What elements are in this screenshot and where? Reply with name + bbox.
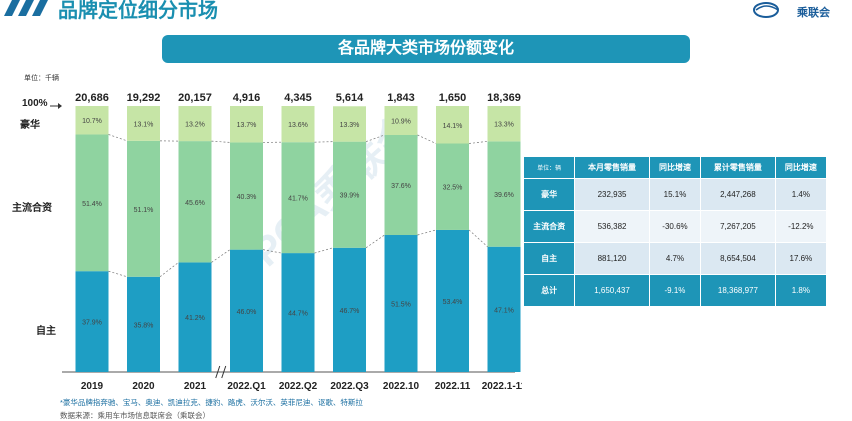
table-cell: 4.7% xyxy=(649,243,700,275)
data-label: 37.6% xyxy=(391,183,411,190)
data-label: 51.5% xyxy=(391,302,411,309)
table-row-jv: 主流合资 536,382 -30.6% 7,267,205 -12.2% xyxy=(524,211,827,243)
segment-connector xyxy=(366,135,385,142)
bar-total-label: 19,292 xyxy=(127,92,161,104)
x-tick-label: 2022.Q1 xyxy=(227,381,266,392)
footnote-source: 数据来源：乘用车市场信息联席会（乘联会） xyxy=(60,410,210,421)
table-row-name: 总计 xyxy=(524,275,575,307)
table-cell: -12.2% xyxy=(775,211,826,243)
x-tick-label: 2022.Q2 xyxy=(279,381,318,392)
table-header-cumulative: 累计零售销量 xyxy=(701,157,776,179)
segment-connector xyxy=(109,271,128,277)
data-label: 35.8% xyxy=(134,322,154,329)
table-cell: -9.1% xyxy=(649,275,700,307)
stacked-bar-chart: 37.9% 51.4% 10.7% 20,686 2019 35.8% 51.1% 13.1%… xyxy=(0,0,522,400)
table-header-unit: 单位：辆 xyxy=(524,157,575,179)
segment-connector xyxy=(315,248,334,253)
table-cell: 1.4% xyxy=(775,179,826,211)
data-label: 13.6% xyxy=(288,122,308,129)
segment-connector xyxy=(212,141,231,142)
segment-connector xyxy=(469,230,488,247)
data-label: 51.4% xyxy=(82,201,102,208)
table-row-luxury: 豪华 232,935 15.1% 2,447,268 1.4% xyxy=(524,179,827,211)
table-row-name: 豪华 xyxy=(524,179,575,211)
segment-connector xyxy=(109,134,128,140)
table-cell: -30.6% xyxy=(649,211,700,243)
x-tick-label: 2022.10 xyxy=(383,381,420,392)
segment-connector xyxy=(418,230,437,235)
table-row-name: 自主 xyxy=(524,243,575,275)
segment-connector xyxy=(212,250,231,263)
x-tick-label: 2021 xyxy=(184,381,207,392)
bar-total-label: 1,650 xyxy=(439,92,467,104)
sales-table: 单位：辆 本月零售销量 同比增速 累计零售销量 同比增速 豪华 232,935 … xyxy=(523,156,827,307)
footnote-luxury-brands: *豪华品牌指奔驰、宝马、奥迪、凯迪拉克、捷豹、路虎、沃尔沃、英菲尼迪、讴歌、特斯… xyxy=(60,397,363,408)
bar-total-label: 20,157 xyxy=(178,92,212,104)
data-label: 13.2% xyxy=(185,122,205,129)
table-header-monthly: 本月零售销量 xyxy=(575,157,650,179)
segment-connector xyxy=(160,262,179,276)
table-row-domestic: 自主 881,120 4.7% 8,654,504 17.6% xyxy=(524,243,827,275)
data-label: 53.4% xyxy=(443,299,463,306)
data-label: 10.7% xyxy=(82,118,102,125)
data-label: 46.0% xyxy=(237,309,257,316)
segment-connector xyxy=(366,235,385,248)
x-tick-label: 2022.11 xyxy=(435,381,471,392)
table-cell: 881,120 xyxy=(575,243,650,275)
table-row-total: 总计 1,650,437 -9.1% 18,368,977 1.8% xyxy=(524,275,827,307)
table-cell: 232,935 xyxy=(575,179,650,211)
table-header-row: 单位：辆 本月零售销量 同比增速 累计零售销量 同比增速 xyxy=(524,157,827,179)
data-label: 47.1% xyxy=(494,307,514,314)
x-tick-label: 2022.Q3 xyxy=(330,381,369,392)
data-label: 40.3% xyxy=(237,194,257,201)
data-label: 13.3% xyxy=(340,122,360,129)
table-header-monthly-yoy: 同比增速 xyxy=(649,157,700,179)
x-tick-label: 2020 xyxy=(132,381,155,392)
pct-100-arrow-head xyxy=(58,103,62,109)
bar-total-label: 4,345 xyxy=(284,92,312,104)
x-tick-label: 2019 xyxy=(81,381,104,392)
data-label: 39.6% xyxy=(494,192,514,199)
x-tick-label: 2022.1-11 xyxy=(482,381,522,392)
bar-total-label: 20,686 xyxy=(75,92,109,104)
table-row-name: 主流合资 xyxy=(524,211,575,243)
data-label: 14.1% xyxy=(443,123,463,130)
segment-connector xyxy=(469,141,488,143)
logo-text: 乘联会 xyxy=(797,4,830,20)
segment-connector xyxy=(263,250,282,253)
data-label: 46.7% xyxy=(340,308,360,315)
data-label: 44.7% xyxy=(288,311,308,318)
table-cell: 1.8% xyxy=(775,275,826,307)
segment-connector xyxy=(315,142,334,143)
table-header-cumulative-yoy: 同比增速 xyxy=(775,157,826,179)
data-label: 32.5% xyxy=(443,185,463,192)
data-label: 13.7% xyxy=(237,122,257,129)
table-cell: 17.6% xyxy=(775,243,826,275)
table-cell: 8,654,504 xyxy=(701,243,776,275)
table-cell: 15.1% xyxy=(649,179,700,211)
segment-connector xyxy=(418,135,437,144)
data-label: 13.3% xyxy=(494,122,514,129)
table-cell: 18,368,977 xyxy=(701,275,776,307)
data-label: 37.9% xyxy=(82,320,102,327)
data-label: 13.1% xyxy=(134,121,154,128)
bar-total-label: 5,614 xyxy=(336,92,364,104)
bar-total-label: 18,369 xyxy=(487,92,521,104)
data-label: 45.6% xyxy=(185,200,205,207)
bar-total-label: 1,843 xyxy=(387,92,415,104)
table-cell: 2,447,268 xyxy=(701,179,776,211)
data-label: 10.9% xyxy=(391,118,411,125)
data-label: 51.1% xyxy=(134,207,154,214)
table-cell: 1,650,437 xyxy=(575,275,650,307)
data-label: 39.9% xyxy=(340,193,360,200)
data-label: 41.2% xyxy=(185,315,205,322)
bar-total-label: 4,916 xyxy=(233,92,261,104)
table-cell: 7,267,205 xyxy=(701,211,776,243)
table-cell: 536,382 xyxy=(575,211,650,243)
data-label: 41.7% xyxy=(288,196,308,203)
